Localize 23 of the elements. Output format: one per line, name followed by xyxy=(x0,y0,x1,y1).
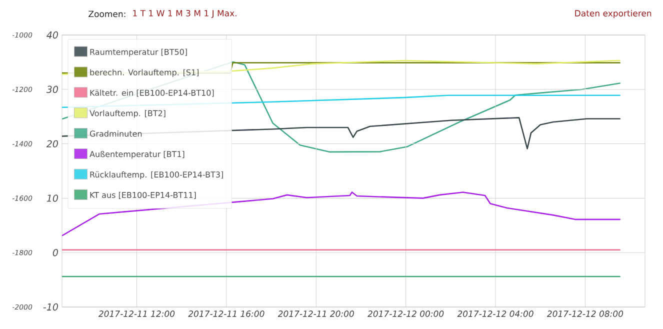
legend-label: Kältetr. ein [EB100-EP14-BT10] xyxy=(90,90,214,97)
y-tick-label: 30 xyxy=(46,86,58,93)
legend-label: Rücklauftemp. [EB100-EP14-BT3] xyxy=(90,171,223,180)
y-tick-label: 10 xyxy=(46,194,58,202)
x-tick-label: 2017-12-12 04:00 xyxy=(457,310,534,317)
x-tick-label: 2017-12-11 20:00 xyxy=(278,310,354,317)
text: Daten exportieren xyxy=(575,10,652,18)
legend-label: Gradminuten xyxy=(90,130,142,137)
x-tick-label: 2017-12-12 00:00 xyxy=(368,310,444,317)
x-tick-label: 2017-12-11 12:00 xyxy=(98,310,175,317)
legend-label: Raumtemperatur [BT50] xyxy=(90,48,187,56)
y-tick-label: 40 xyxy=(46,31,58,39)
legend-label: KT aus [EB100-EP14-BT11] xyxy=(90,192,196,199)
text: 1 T 1 W 1 M 3 M 1 J Max. xyxy=(133,10,236,18)
x-tick-label: 2017-12-12 08:00 xyxy=(546,310,624,317)
text: Zoomen: xyxy=(88,10,126,18)
x-tick-label: 2017-12-11 16:00 xyxy=(188,310,264,317)
y-tick-label: -10 xyxy=(43,303,58,311)
legend-label: berechn. Vorlauftemp. [S1] xyxy=(90,69,199,77)
y-tick-label: 20 xyxy=(46,140,58,148)
y-tick-label: 0 xyxy=(52,249,58,256)
legend-label: Vorlauftemp. [BT2] xyxy=(90,110,166,118)
legend-label: Außentemperatur [BT1] xyxy=(90,150,184,159)
